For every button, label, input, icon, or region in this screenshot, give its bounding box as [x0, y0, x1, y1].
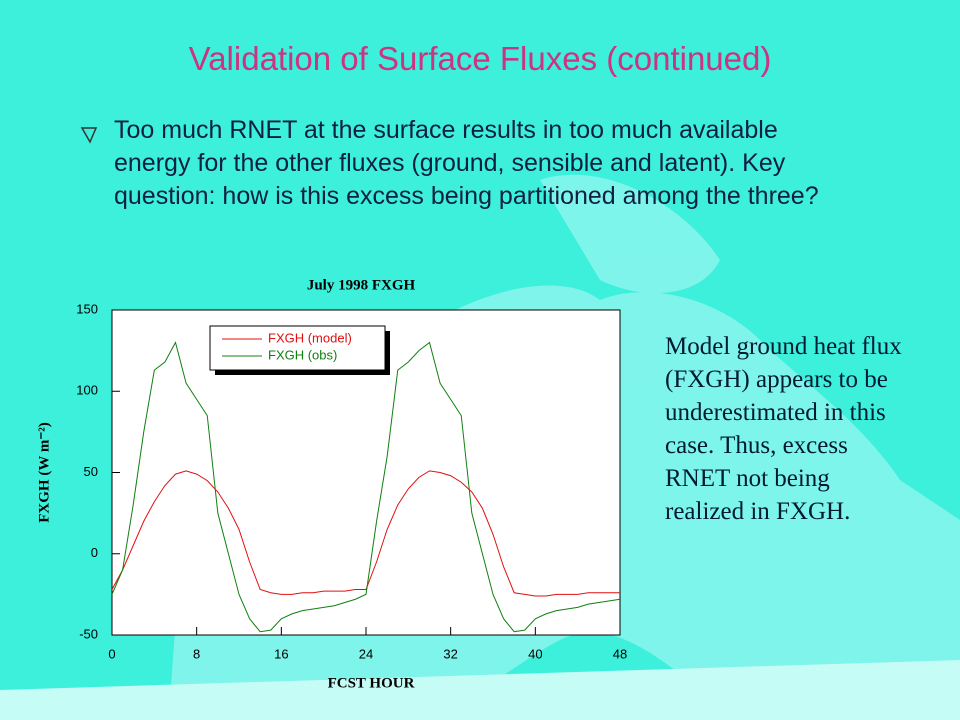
x-tick-label: 24	[359, 646, 373, 661]
y-axis-title: FXGH (W m⁻²)	[36, 422, 52, 522]
series-line	[111, 341, 621, 633]
x-axis-title: FCST HOUR	[328, 675, 415, 691]
legend-label: FXGH (obs)	[268, 347, 337, 362]
x-tick-label: 48	[613, 646, 627, 661]
bullet-text: Too much RNET at the surface results in …	[114, 116, 819, 210]
slide-title: Validation of Surface Fluxes (continued)	[188, 40, 772, 77]
series-line	[111, 470, 620, 597]
y-tick-label: 150	[76, 301, 98, 316]
side-note: Model ground heat flux (FXGH) appears to…	[665, 333, 902, 525]
y-tick-label: 0	[91, 545, 98, 560]
legend-box	[209, 325, 386, 371]
y-tick-label: 100	[76, 383, 98, 398]
chart-title: July 1998 FXGH	[307, 277, 416, 293]
x-tick-label: 40	[528, 646, 542, 661]
x-tick-label: 0	[108, 646, 115, 661]
x-tick-label: 8	[193, 646, 200, 661]
y-tick-label: -50	[79, 626, 98, 641]
legend-label: FXGH (model)	[268, 330, 352, 345]
y-tick-label: 50	[84, 464, 98, 479]
x-tick-label: 16	[274, 646, 288, 661]
x-tick-label: 32	[443, 646, 457, 661]
